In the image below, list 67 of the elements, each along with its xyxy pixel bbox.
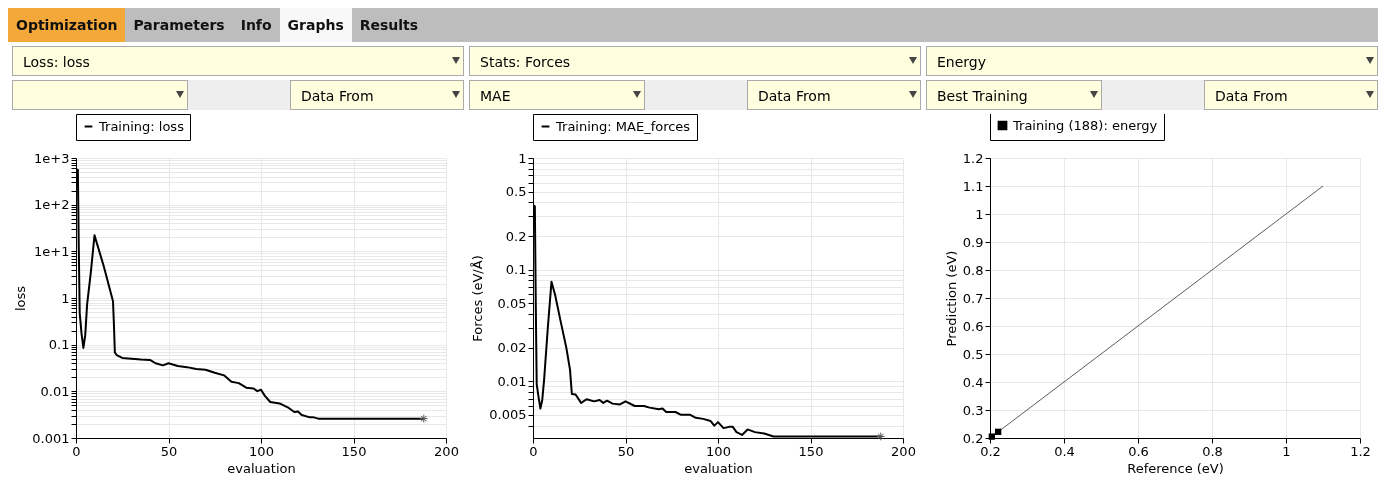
- dropdown-field: Data From: [1204, 80, 1378, 110]
- y-tick-label: 1e+1: [34, 243, 70, 259]
- x-tick-label: 0: [529, 443, 538, 459]
- x-tick-label: 150: [798, 443, 824, 459]
- dropdown-field: Energy: [926, 46, 1378, 76]
- y-tick-label: 1.1: [962, 178, 984, 194]
- y-tick-label: 1: [61, 290, 70, 306]
- y-tick-label: 1: [518, 150, 527, 166]
- y-axis-title: Forces (eV/Å): [470, 255, 486, 342]
- y-axis-title: loss: [13, 285, 29, 312]
- chart-title: Loss: loss: [23, 54, 90, 70]
- x-tick-label: 100: [706, 443, 731, 459]
- x-tick-label: 200: [891, 443, 916, 459]
- text: Optimization: [8, 8, 126, 42]
- x-axis-title: evaluation: [684, 460, 753, 476]
- x-tick-label: 50: [617, 443, 635, 459]
- y-tick-label: 0.01: [40, 383, 70, 399]
- x-tick-label: 0: [72, 443, 81, 459]
- y-tick-label: 0.6: [962, 318, 984, 334]
- text: Info: [239, 16, 273, 35]
- x-tick-label: 0.6: [1128, 443, 1149, 459]
- legend-label: Training: MAE_forces: [555, 118, 691, 134]
- y-tick-label: 0.02: [497, 340, 527, 356]
- chart-title: Energy: [937, 54, 987, 70]
- chart-title: Stats: Forces: [480, 54, 571, 70]
- y-tick-label: 0.1: [505, 262, 527, 278]
- x-tick-label: 50: [160, 443, 178, 459]
- x-tick-label: 200: [434, 443, 459, 459]
- y-tick-label: 0.001: [32, 430, 70, 446]
- x-tick-label: 0.4: [1054, 443, 1075, 459]
- y-tick-label: 0.4: [962, 374, 984, 390]
- x-tick-label: 100: [249, 443, 274, 459]
- x-axis-title: Reference (eV): [1127, 460, 1224, 476]
- text: Results: [358, 16, 420, 35]
- text: Graphs: [279, 8, 352, 42]
- text: Parameters: [132, 16, 226, 35]
- x-tick-label: 0.8: [1202, 443, 1223, 459]
- y-tick-label: 0.1: [48, 337, 70, 353]
- y-tick-label: 0.5: [962, 346, 984, 362]
- y-tick-label: 0.2: [962, 430, 984, 446]
- y-tick-label: 0.2: [505, 228, 527, 244]
- legend-label: Training (188): energy: [1012, 117, 1158, 133]
- y-tick-label: 0.7: [962, 290, 984, 306]
- y-tick-label: 1.2: [962, 150, 984, 166]
- y-tick-label: 0.5: [505, 184, 527, 200]
- y-tick-label: 0.01: [497, 373, 527, 389]
- y-tick-label: 1: [975, 206, 984, 222]
- x-tick-label: 150: [341, 443, 367, 459]
- x-tick-label: 1: [1282, 443, 1291, 459]
- y-tick-label: 0.005: [489, 407, 527, 423]
- y-tick-label: 1e+3: [34, 150, 70, 166]
- y-tick-label: 0.9: [962, 234, 984, 250]
- dropdown-field: Stats: Forces: [469, 46, 921, 76]
- y-tick-label: 0.3: [962, 402, 984, 418]
- dropdown-field: Data From: [290, 80, 464, 110]
- legend-label: Training: loss: [98, 118, 185, 134]
- dropdown-field: Best Training: [926, 80, 1102, 110]
- x-tick-label: 1.2: [1350, 443, 1371, 459]
- y-tick-label: 1e+2: [34, 197, 70, 213]
- y-tick-label: 0.8: [962, 262, 984, 278]
- x-axis-title: evaluation: [227, 460, 296, 476]
- x-tick-label: 0.2: [980, 443, 1001, 459]
- dropdown-field: Data From: [747, 80, 921, 110]
- dropdown-field: Loss: loss: [12, 46, 464, 76]
- dropdown-field: MAE: [469, 80, 645, 110]
- y-tick-label: 0.05: [497, 295, 527, 311]
- y-axis-title: Prediction (eV): [943, 250, 959, 347]
